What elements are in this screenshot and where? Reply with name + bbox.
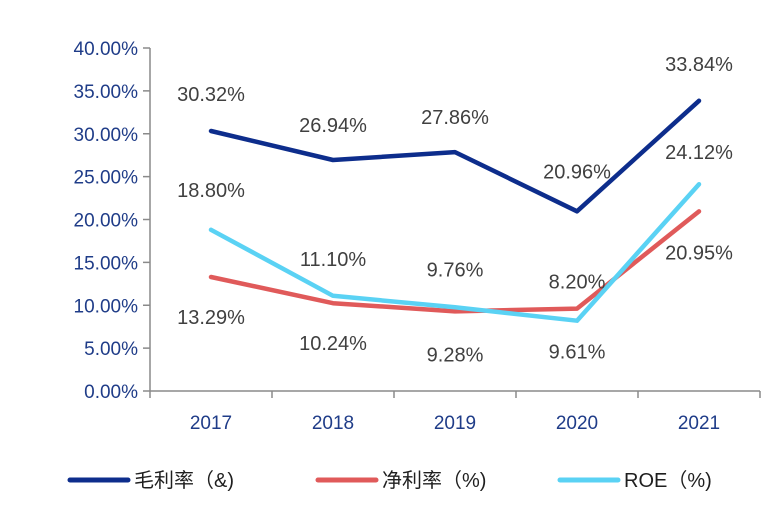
data-label: 24.12% [665, 142, 733, 164]
x-tick-label: 2019 [434, 413, 476, 434]
y-tick-label: 40.00% [74, 39, 139, 60]
x-tick-label: 2021 [678, 413, 720, 434]
y-tick-label: 10.00% [74, 296, 139, 317]
data-label: 27.86% [421, 107, 489, 129]
legend-label: 毛利率（&) [134, 469, 234, 492]
y-tick-label: 5.00% [84, 339, 138, 360]
data-label: 26.94% [299, 115, 367, 137]
data-label: 9.28% [427, 344, 484, 366]
y-tick-label: 30.00% [74, 125, 139, 146]
y-tick-group: 0.00% 5.00% 10.00% 15.00% 20.00% 25.00% 30.00%… [74, 39, 150, 403]
series-lines [208, 98, 702, 323]
x-tick-label: 2020 [556, 413, 598, 434]
data-label: 18.80% [177, 180, 245, 202]
data-label: 10.24% [299, 333, 367, 355]
y-tick-label: 35.00% [74, 82, 139, 103]
x-tick-group: 2017 2018 2019 2020 2021 [149, 391, 761, 434]
data-label: 33.84% [665, 54, 733, 76]
data-label: 8.20% [549, 272, 606, 294]
data-label: 9.76% [427, 259, 484, 281]
y-tick-label: 0.00% [84, 382, 138, 403]
legend-label: 净利率（%) [382, 469, 486, 492]
y-tick-label: 20.00% [74, 211, 139, 232]
data-label: 30.32% [177, 84, 245, 106]
data-label: 13.29% [177, 307, 245, 329]
y-tick-label: 15.00% [74, 253, 139, 274]
y-tick-label: 25.00% [74, 168, 139, 189]
data-label: 11.10% [300, 249, 367, 271]
x-tick-label: 2018 [312, 413, 354, 434]
x-tick-label: 2017 [190, 413, 232, 434]
series-line-3 [208, 181, 702, 323]
data-label-group: 30.32% 26.94% 27.86% 20.96% 33.84% 13.29% 10.2… [177, 54, 733, 367]
legend-label: ROE（%) [624, 469, 712, 492]
data-label: 20.95% [665, 242, 733, 264]
data-label: 20.96% [543, 161, 611, 183]
series-line-1 [208, 98, 702, 214]
data-label: 9.61% [549, 342, 606, 364]
legend: 毛利率（&) 净利率（%) ROE（%) [67, 469, 712, 492]
